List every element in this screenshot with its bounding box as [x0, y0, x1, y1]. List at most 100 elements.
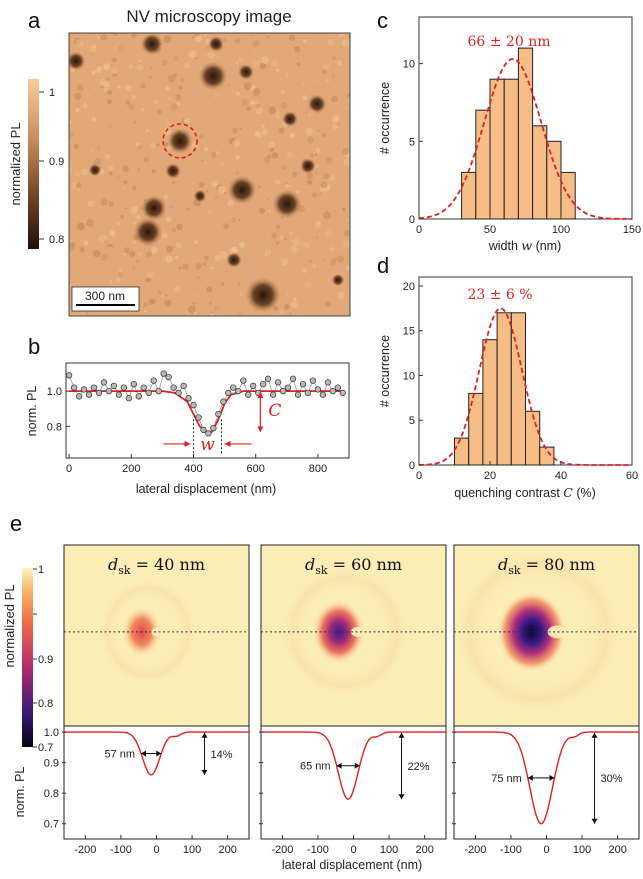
plot-b-contrast-arrowhead: [257, 426, 264, 433]
sim-map-2: dsk = 60 nm: [260, 544, 447, 727]
texture-speck: [188, 50, 197, 59]
plot-b-xtick-label: 400: [184, 463, 202, 475]
texture-speck: [227, 199, 235, 207]
sim-profile-contrast-arrowhead: [201, 732, 208, 738]
texture-speck: [145, 277, 151, 283]
sim-profile-ytick-label: 0.7: [44, 819, 59, 831]
texture-speck: [164, 127, 172, 135]
texture-speck: [235, 155, 240, 160]
panel-letter-b: b: [28, 334, 40, 359]
texture-speck: [267, 209, 272, 213]
texture-speck: [337, 60, 342, 66]
sim-profile-contrast-arrowhead: [591, 732, 598, 738]
plot-b-point: [205, 430, 212, 437]
texture-speck: [171, 227, 177, 233]
texture-speck: [246, 106, 251, 111]
texture-speck: [106, 99, 112, 105]
texture-speck: [149, 66, 153, 70]
sim-profile-3: -200 -100 0 100 200 75 nm 30%: [452, 725, 640, 856]
plot-b-point: [200, 426, 207, 434]
dark-spot: [208, 36, 224, 52]
ytick-label: 20: [403, 281, 415, 293]
sim-profile-xtick-label: -200: [74, 844, 96, 856]
plot-b-point: [324, 379, 332, 386]
texture-speck: [99, 78, 106, 86]
texture-speck: [239, 292, 243, 296]
texture-speck: [304, 281, 312, 288]
texture-speck: [124, 207, 128, 210]
sim-profile-contrast-arrowhead: [398, 732, 405, 738]
plot-b-point: [264, 375, 272, 382]
texture-speck: [256, 106, 264, 114]
plot-b-point: [334, 384, 341, 391]
plot-b-point: [100, 379, 108, 386]
texture-speck: [83, 240, 89, 246]
plot-b-fit-line: [69, 390, 343, 435]
plot-b-point: [309, 377, 317, 384]
texture-speck: [140, 108, 145, 112]
sim-profile-xtick-label: 100: [183, 844, 201, 856]
texture-speck: [151, 246, 159, 254]
texture-speck: [195, 35, 203, 43]
dark-spot: [141, 195, 167, 221]
texture-speck: [264, 253, 268, 257]
texture-speck: [252, 87, 261, 96]
texture-speck: [114, 43, 123, 51]
histogram-bar: [454, 437, 470, 466]
sim-map-label-value: = 60 nm: [328, 555, 403, 574]
texture-speck: [143, 157, 149, 163]
sim-profile-width-arrowhead: [336, 762, 342, 769]
texture-speck: [259, 207, 265, 214]
sim-profile-width-label: 75 nm: [491, 773, 522, 785]
texture-speck: [204, 161, 207, 164]
texture-speck: [232, 127, 238, 134]
panel-letter-c: c: [377, 8, 388, 33]
texture-speck: [324, 230, 333, 239]
texture-speck: [276, 224, 281, 229]
texture-speck: [146, 271, 154, 279]
texture-speck: [271, 60, 278, 67]
texture-speck: [344, 106, 347, 110]
texture-speck: [93, 249, 101, 258]
texture-speck: [292, 238, 301, 247]
texture-speck: [331, 73, 336, 78]
texture-speck: [238, 57, 244, 62]
plot-b: 0 200 400 600 800 0.8 1.0 w C: [47, 370, 346, 475]
texture-speck: [73, 143, 79, 150]
texture-speck: [125, 84, 132, 92]
plot-b-point: [180, 382, 187, 390]
texture-speck: [214, 195, 218, 199]
texture-speck: [150, 298, 156, 305]
plot-b-xtick-label: 0: [66, 463, 72, 475]
texture-speck: [222, 37, 227, 42]
texture-speck: [145, 251, 152, 258]
xtick-label: 0: [416, 470, 422, 482]
ytick-label: 5: [409, 136, 415, 148]
dark-spot: [69, 51, 86, 71]
texture-speck: [345, 218, 349, 221]
sim-map-label-symbol: d: [305, 555, 315, 574]
texture-speck: [290, 300, 298, 309]
sim-profile-ytick-label: 1.0: [44, 727, 59, 739]
texture-speck: [312, 263, 317, 269]
colorbar-e-label: normalized PL: [2, 584, 17, 667]
texture-speck: [116, 277, 121, 282]
texture-speck: [108, 171, 113, 176]
plot-e-xlabel: lateral displacement (nm): [282, 858, 422, 872]
texture-speck: [237, 312, 243, 316]
sim-map-label-subscript: sk: [315, 564, 328, 577]
texture-speck: [77, 222, 85, 231]
texture-speck: [324, 301, 331, 308]
plot-b-point: [95, 389, 103, 397]
colorbar-e-tick-09: 0.9: [38, 654, 53, 666]
ytick-label: 5: [409, 415, 415, 427]
sim-map-label-value: = 80 nm: [521, 555, 596, 574]
dark-spot: [331, 273, 345, 287]
xtick-label: 50: [484, 224, 496, 236]
plot-b-width-arrowhead: [224, 440, 231, 447]
texture-speck: [176, 223, 183, 231]
texture-speck: [214, 95, 217, 98]
plot-d-ylabel: # occurrence: [378, 335, 392, 407]
texture-speck: [342, 148, 350, 155]
plot-b-point: [105, 387, 113, 395]
